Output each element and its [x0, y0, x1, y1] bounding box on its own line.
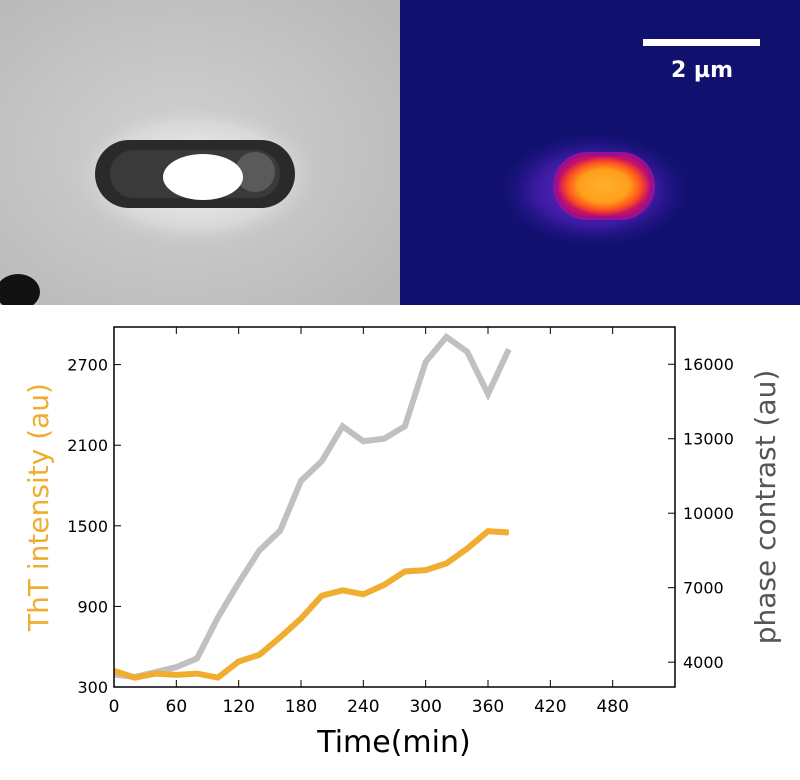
y-left-tick-label: 900 — [77, 597, 108, 616]
x-tick-label: 60 — [166, 697, 188, 717]
phase-contrast-series-line — [113, 332, 512, 681]
y-left-tick-label: 1500 — [67, 517, 108, 536]
x-tick-label: 240 — [347, 697, 379, 717]
x-tick-label: 360 — [472, 697, 504, 717]
x-tick-label: 420 — [534, 697, 566, 717]
phase-contrast-image — [0, 0, 400, 305]
x-tick-label: 120 — [222, 697, 254, 717]
x-tick-label: 0 — [109, 697, 120, 717]
y-right-tick-label: 13000 — [683, 430, 734, 449]
scale-bar — [643, 39, 760, 46]
y-axis-left-label: ThT intensity (au) — [22, 383, 55, 632]
scale-bar-label: 2 µm — [671, 58, 733, 83]
y-right-tick-label: 4000 — [683, 653, 724, 672]
x-tick-label: 480 — [596, 697, 628, 717]
plot-frame — [113, 326, 676, 688]
y-right-tick-label: 10000 — [683, 504, 734, 523]
y-left-tick-label: 300 — [77, 678, 108, 697]
x-axis-label: Time(min) — [316, 725, 470, 760]
x-tick-label: 300 — [409, 697, 441, 717]
y-right-tick-label: 7000 — [683, 579, 724, 598]
fluorescence-image: 2 µm — [400, 0, 800, 305]
x-tick-label: 180 — [285, 697, 317, 717]
y-axis-right-label: phase contrast (au) — [749, 370, 782, 645]
tht-phase-chart: 0 60 120 180 240 300 360 420 480 300 900 1500 2100 27… — [22, 326, 782, 760]
axes: 0 60 120 180 240 300 360 420 480 300 900 1500 2100 27… — [67, 327, 734, 717]
y-left-tick-label: 2100 — [67, 436, 108, 455]
series-group — [113, 332, 512, 681]
y-left-tick-label: 2700 — [67, 356, 108, 375]
y-right-tick-label: 16000 — [683, 355, 734, 374]
tht-intensity-series-line — [113, 528, 509, 681]
